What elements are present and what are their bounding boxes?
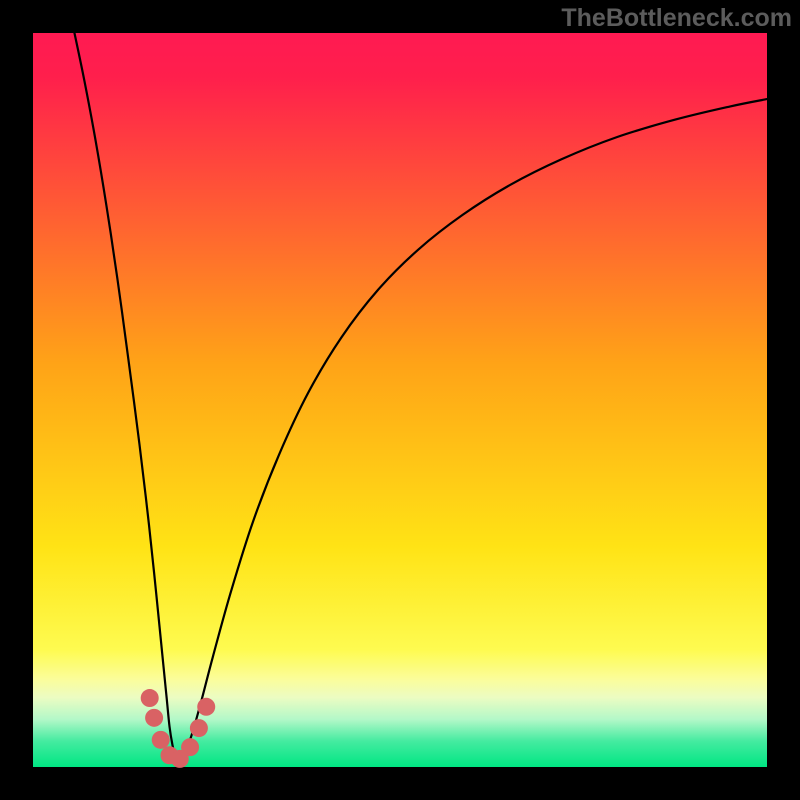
data-marker [145,709,163,727]
data-marker [181,738,199,756]
bottleneck-curve [74,33,767,763]
curve-layer [33,33,767,767]
watermark-text: TheBottleneck.com [561,4,792,33]
data-marker [190,719,208,737]
data-marker [152,731,170,749]
data-marker [141,689,159,707]
chart-frame: TheBottleneck.com [0,0,800,800]
plot-area [33,33,767,767]
data-marker [197,698,215,716]
